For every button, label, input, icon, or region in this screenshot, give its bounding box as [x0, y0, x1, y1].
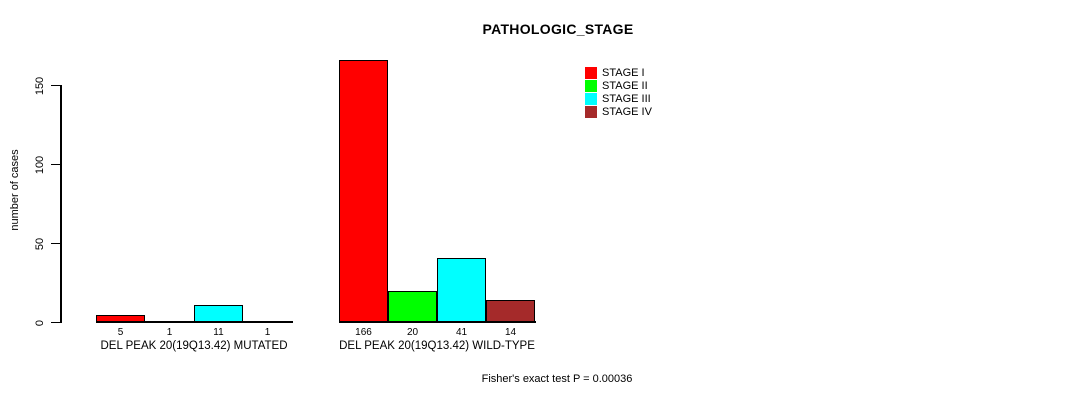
bar-value-label: 14 [504, 327, 517, 338]
legend-item: STAGE I [585, 66, 652, 79]
bar-value-label: 5 [117, 327, 124, 338]
bar-value-label: 20 [406, 327, 419, 338]
legend-item-label: STAGE II [602, 79, 648, 92]
legend-item: STAGE III [585, 92, 652, 105]
y-tick [51, 242, 61, 245]
bar [96, 314, 145, 323]
y-tick [51, 163, 61, 166]
y-tick-label: 150 [34, 76, 46, 95]
y-tick-label: 0 [34, 319, 46, 326]
bar [194, 305, 243, 323]
legend-item-label: STAGE III [602, 92, 651, 105]
bar-value-label: 1 [264, 327, 271, 338]
chart-title: PATHOLOGIC_STAGE [482, 21, 634, 37]
legend-swatch [585, 66, 597, 79]
legend: STAGE I STAGE II STAGE III STAGE IV [585, 66, 652, 119]
bar-value-label: 11 [213, 327, 224, 338]
legend-swatch [585, 92, 597, 105]
fisher-annotation: Fisher's exact test P = 0.00036 [481, 373, 633, 385]
bar-value-label: 166 [355, 327, 372, 338]
bar [145, 320, 194, 323]
legend-swatch [585, 79, 597, 92]
bar-value-label: 41 [455, 327, 468, 338]
bar [437, 257, 486, 323]
y-tick [51, 321, 61, 324]
group-label: DEL PEAK 20(19Q13.42) WILD-TYPE [339, 340, 535, 352]
y-tick-label: 100 [34, 155, 46, 174]
y-tick [51, 84, 61, 87]
y-axis-label: number of cases [9, 149, 21, 231]
legend-swatch [585, 106, 597, 119]
y-tick-label: 50 [34, 237, 46, 250]
y-axis-line [60, 85, 62, 323]
legend-item: STAGE II [585, 79, 652, 92]
legend-item: STAGE IV [585, 106, 652, 119]
bar [243, 320, 292, 323]
bar [388, 290, 437, 323]
legend-item-label: STAGE IV [602, 106, 652, 119]
legend-item-label: STAGE I [602, 66, 645, 79]
bar-value-label: 1 [166, 327, 173, 338]
group-label: DEL PEAK 20(19Q13.42) MUTATED [100, 340, 288, 352]
bar [339, 60, 388, 323]
bar [486, 300, 535, 323]
